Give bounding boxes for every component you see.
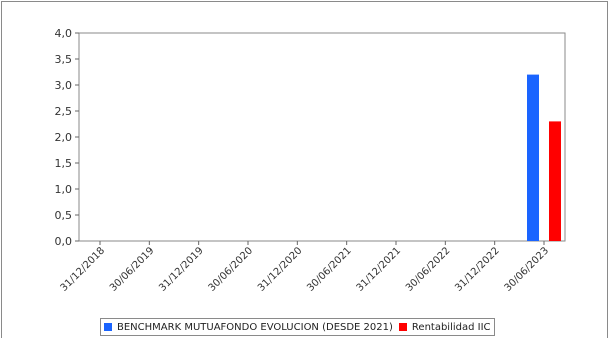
x-tick-label: 31/12/2018: [59, 245, 108, 294]
y-tick-label: 3,5: [55, 53, 73, 66]
bar-rentabilidad: [549, 121, 561, 241]
y-tick-label: 0,5: [55, 209, 73, 222]
x-tick-label: 31/12/2019: [157, 245, 206, 294]
plot-area: [78, 32, 566, 242]
x-tick-label: 31/12/2022: [453, 245, 502, 294]
x-tick-label: 30/06/2020: [207, 245, 256, 294]
y-tick-label: 3,0: [55, 79, 73, 92]
x-tick-label: 30/06/2021: [305, 245, 354, 294]
y-tick-label: 1,0: [55, 183, 73, 196]
y-tick-label: 2,5: [55, 105, 73, 118]
x-tick-label: 31/12/2020: [256, 245, 305, 294]
x-tick-label: 30/06/2022: [404, 245, 453, 294]
legend-label: Rentabilidad IIC: [411, 321, 491, 333]
legend: BENCHMARK MUTUAFONDO EVOLUCION (DESDE 20…: [100, 318, 495, 336]
legend-label: BENCHMARK MUTUAFONDO EVOLUCION (DESDE 20…: [117, 321, 393, 333]
x-tick-label: 31/12/2021: [355, 245, 404, 294]
y-tick-label: 2,0: [55, 131, 73, 144]
legend-swatch: [104, 323, 112, 331]
legend-item: Rentabilidad IIC: [398, 321, 491, 333]
y-tick-label: 4,0: [55, 27, 73, 40]
legend-item: BENCHMARK MUTUAFONDO EVOLUCION (DESDE 20…: [104, 322, 393, 333]
y-tick-label: 0,0: [55, 235, 73, 248]
bar-benchmark: [527, 74, 539, 241]
bar-chart: 0,00,51,01,52,02,53,03,54,031/12/2018 30/…: [55, 27, 566, 294]
x-tick-label: 30/06/2019: [108, 245, 157, 294]
y-tick-label: 1,5: [55, 157, 73, 170]
legend-swatch: [398, 323, 407, 331]
x-tick-label: 30/06/2023: [503, 245, 552, 294]
